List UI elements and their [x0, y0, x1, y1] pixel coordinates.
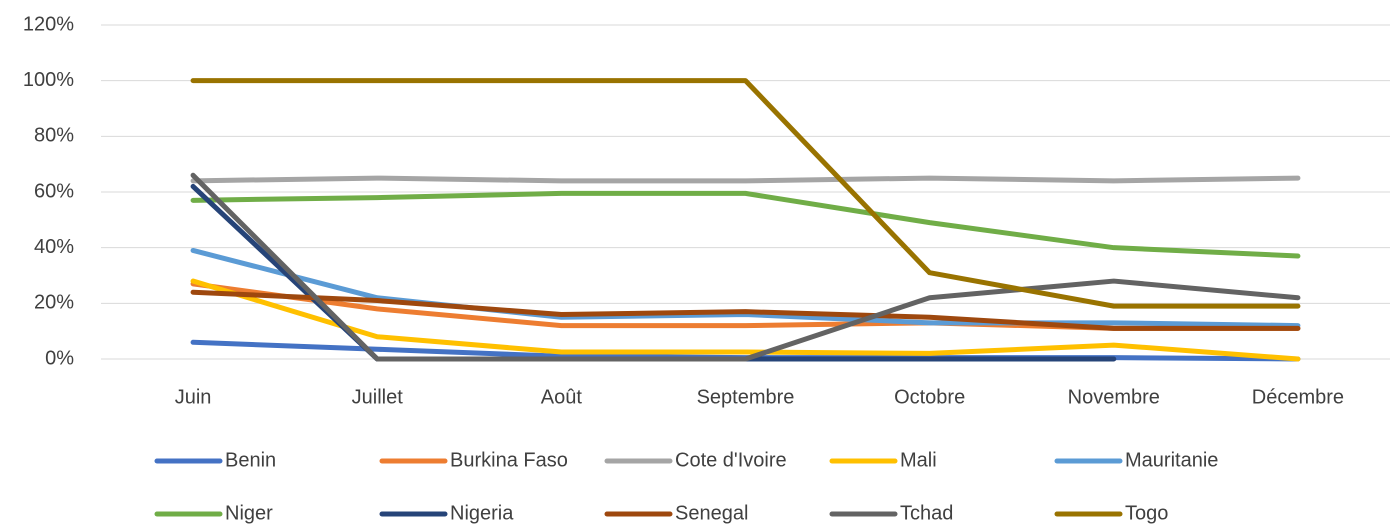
x-tick-label: Octobre	[894, 386, 965, 408]
legend-label: Tchad	[900, 502, 953, 524]
x-tick-label: Août	[541, 386, 583, 408]
series-line	[190, 175, 1301, 184]
series-line	[190, 183, 1117, 362]
series-line	[190, 172, 1301, 362]
series-line	[190, 190, 1301, 259]
legend-label: Nigeria	[450, 502, 514, 524]
series-line	[190, 247, 1301, 329]
legend-label: Mali	[900, 449, 937, 471]
x-tick-label: Novembre	[1068, 386, 1160, 408]
series-line	[190, 78, 1301, 309]
legend-label: Burkina Faso	[450, 449, 568, 471]
y-tick-label: 20%	[34, 292, 74, 314]
y-tick-label: 120%	[23, 13, 74, 35]
y-tick-label: 40%	[34, 236, 74, 258]
series-line	[190, 278, 1301, 362]
legend-label: Senegal	[675, 502, 748, 524]
y-tick-label: 100%	[23, 69, 74, 91]
y-tick-label: 80%	[34, 125, 74, 147]
legend-label: Cote d'Ivoire	[675, 449, 787, 471]
y-tick-label: 0%	[45, 347, 74, 369]
legend-label: Benin	[225, 449, 276, 471]
legend-label: Togo	[1125, 502, 1168, 524]
legend-label: Mauritanie	[1125, 449, 1218, 471]
x-tick-label: Décembre	[1252, 386, 1344, 408]
x-tick-label: Juillet	[352, 386, 404, 408]
y-tick-label: 60%	[34, 180, 74, 202]
series-line	[190, 289, 1301, 331]
legend-label: Niger	[225, 502, 273, 524]
x-tick-label: Juin	[175, 386, 212, 408]
x-tick-label: Septembre	[697, 386, 795, 408]
